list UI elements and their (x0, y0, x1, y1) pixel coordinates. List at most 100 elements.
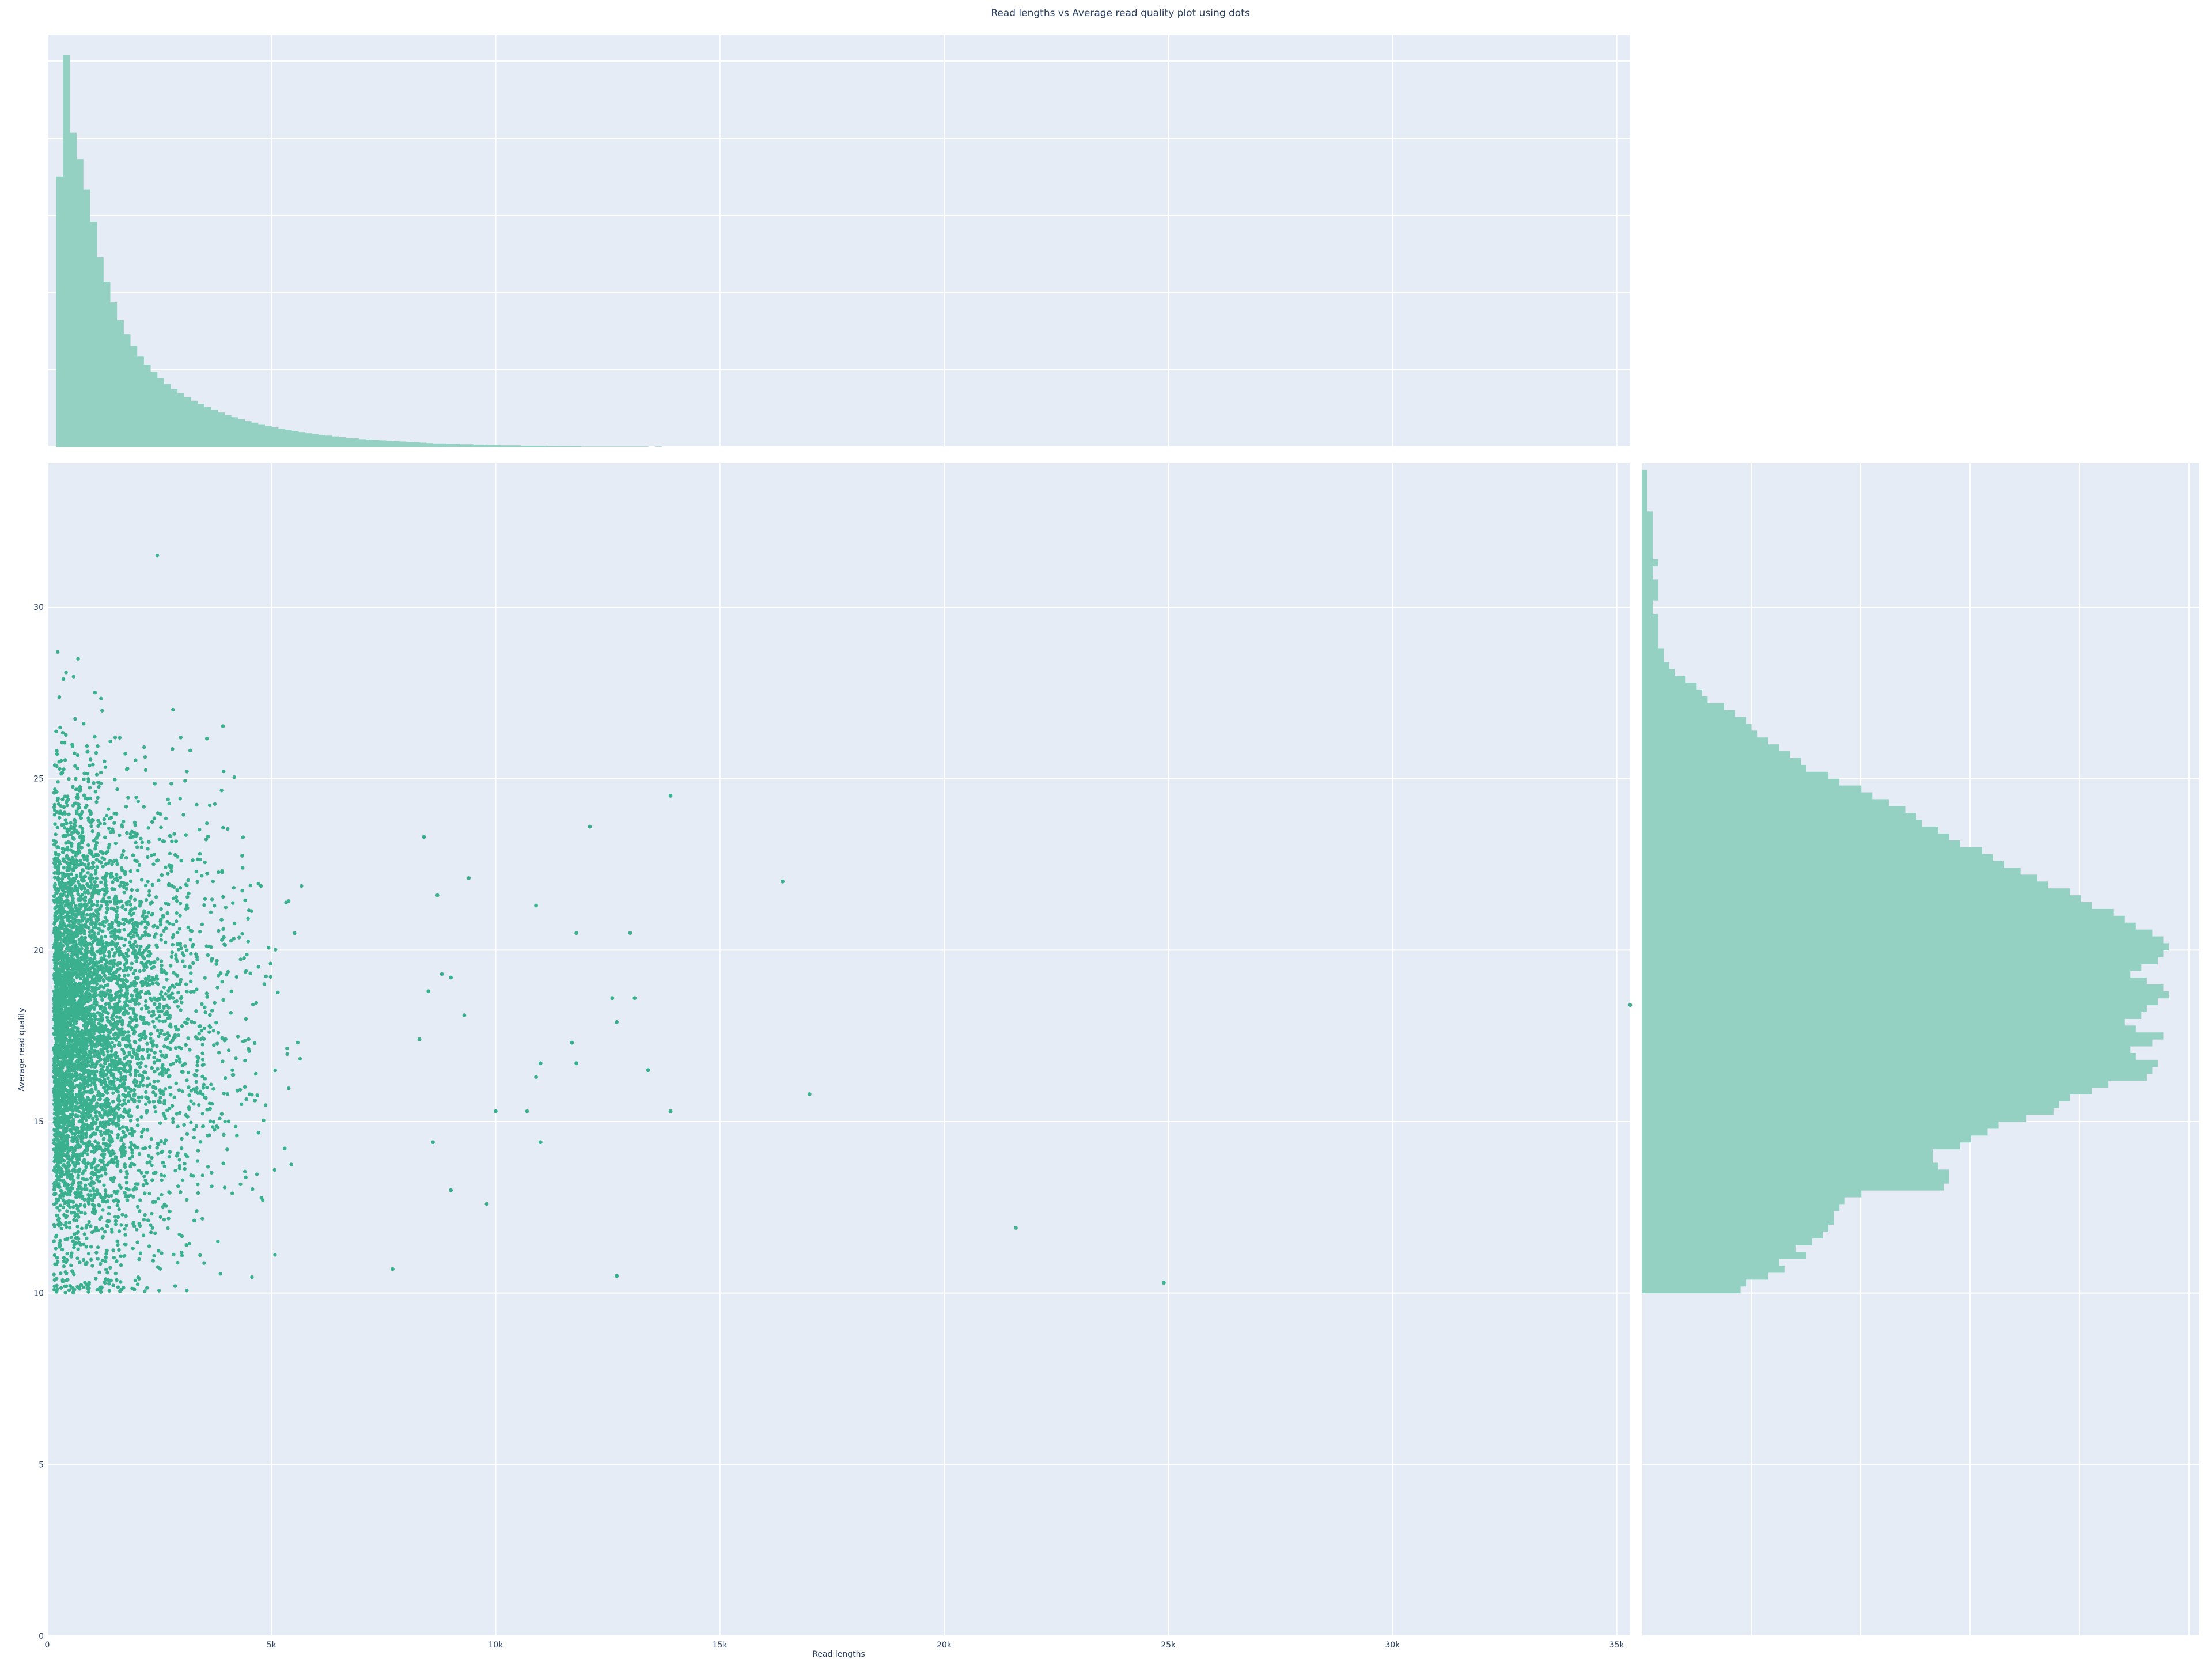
scatter-point (122, 1109, 126, 1114)
scatter-point (122, 1142, 126, 1146)
scatter-point (196, 1056, 200, 1060)
right-histogram-bar (1642, 1231, 1823, 1238)
scatter-point (102, 1137, 106, 1141)
scatter-point (86, 1290, 90, 1294)
scatter-point (243, 898, 247, 903)
scatter-point (162, 1164, 166, 1168)
scatter-point (213, 1128, 217, 1132)
scatter-point (218, 1272, 222, 1276)
right-histogram-bar (1642, 868, 2021, 875)
scatter-point (143, 1289, 147, 1293)
scatter-point (107, 1211, 111, 1216)
top-histogram-bar (197, 404, 204, 447)
right-histogram-bar (1642, 1224, 1829, 1232)
scatter-point (119, 1154, 124, 1159)
scatter-point (85, 1223, 89, 1227)
scatter-point (201, 1086, 206, 1090)
scatter-point (107, 972, 112, 976)
scatter-point (82, 1242, 86, 1247)
top-histogram-bar (641, 446, 649, 447)
scatter-point (189, 1089, 194, 1093)
scatter-point (69, 841, 73, 845)
scatter-point (168, 1209, 172, 1214)
scatter-point (168, 1085, 172, 1090)
scatter-point (138, 1224, 142, 1228)
scatter-point (146, 855, 150, 859)
scatter-point (200, 874, 204, 878)
scatter-point (151, 1200, 155, 1205)
scatter-point (103, 893, 107, 897)
scatter-point (138, 1251, 143, 1255)
scatter-point (104, 1073, 108, 1077)
scatter-point (123, 974, 127, 978)
scatter-point (203, 1095, 207, 1100)
scatter-point (187, 1105, 191, 1109)
top-histogram-bar (614, 446, 622, 447)
right-histogram-bar (1642, 1087, 2092, 1094)
scatter-point (105, 959, 109, 964)
scatter-point (119, 988, 123, 993)
scatter-point (149, 961, 153, 965)
scatter-point (90, 948, 94, 952)
scatter-point (52, 1272, 56, 1277)
scatter-point (210, 1184, 214, 1188)
scatter-point (95, 1040, 99, 1044)
scatter-point (87, 1196, 91, 1200)
scatter-point (176, 1151, 180, 1155)
scatter-point (131, 1007, 135, 1012)
scatter-point (194, 952, 198, 956)
scatter-point (101, 1208, 105, 1212)
scatter-point (166, 797, 170, 801)
right-histogram-bar (1642, 669, 1675, 676)
right-histogram-bar (1642, 998, 2158, 1006)
scatter-point (173, 1168, 177, 1173)
scatter-point (224, 906, 228, 910)
right-histogram-bar (1642, 1018, 2125, 1026)
scatter-point (145, 1286, 149, 1290)
top-histogram-bar (385, 441, 393, 447)
scatter-point (115, 878, 120, 882)
scatter-point (86, 777, 90, 781)
top-histogram-bar (318, 434, 326, 447)
scatter-point (94, 917, 99, 921)
scatter-point (86, 819, 91, 823)
scatter-point (160, 1251, 164, 1255)
scatter-point (100, 998, 104, 1002)
scatter-point (107, 996, 111, 1000)
right-histogram-bar (1642, 538, 1653, 546)
top-histogram-bar (191, 400, 198, 447)
top-histogram-bar (554, 446, 561, 447)
scatter-point (164, 1054, 168, 1058)
scatter-point (244, 1175, 248, 1180)
scatter-point (122, 1253, 127, 1258)
scatter-point (149, 1230, 153, 1234)
scatter-point (115, 1278, 119, 1282)
scatter-point (198, 930, 202, 934)
right-histogram-bar (1642, 792, 1873, 800)
scatter-point (192, 1020, 196, 1025)
scatter-point (146, 922, 150, 926)
top-histogram-bar (567, 446, 575, 447)
top-histogram-bar (506, 445, 514, 447)
scatter-point (185, 895, 190, 899)
scatter-point (134, 795, 138, 800)
top-histogram-bar (291, 431, 299, 447)
scatter-point (103, 915, 108, 919)
scatter-point (139, 1035, 144, 1040)
scatter-point (71, 896, 75, 901)
scatter-point (145, 1181, 149, 1186)
scatter-point (241, 866, 245, 870)
scatter-point (126, 1030, 130, 1034)
scatter-point (204, 991, 209, 995)
scatter-point (128, 1060, 132, 1064)
scatter-point (115, 1077, 120, 1081)
scatter-point (106, 807, 111, 811)
top-histogram-bar (460, 444, 467, 447)
scatter-point (104, 1083, 109, 1088)
scatter-point (59, 1000, 63, 1004)
scatter-point (144, 1064, 148, 1069)
scatter-point (91, 1161, 95, 1165)
scatter-point (156, 1265, 160, 1269)
top-histogram-bar (500, 445, 507, 447)
scatter-point (68, 1035, 72, 1039)
